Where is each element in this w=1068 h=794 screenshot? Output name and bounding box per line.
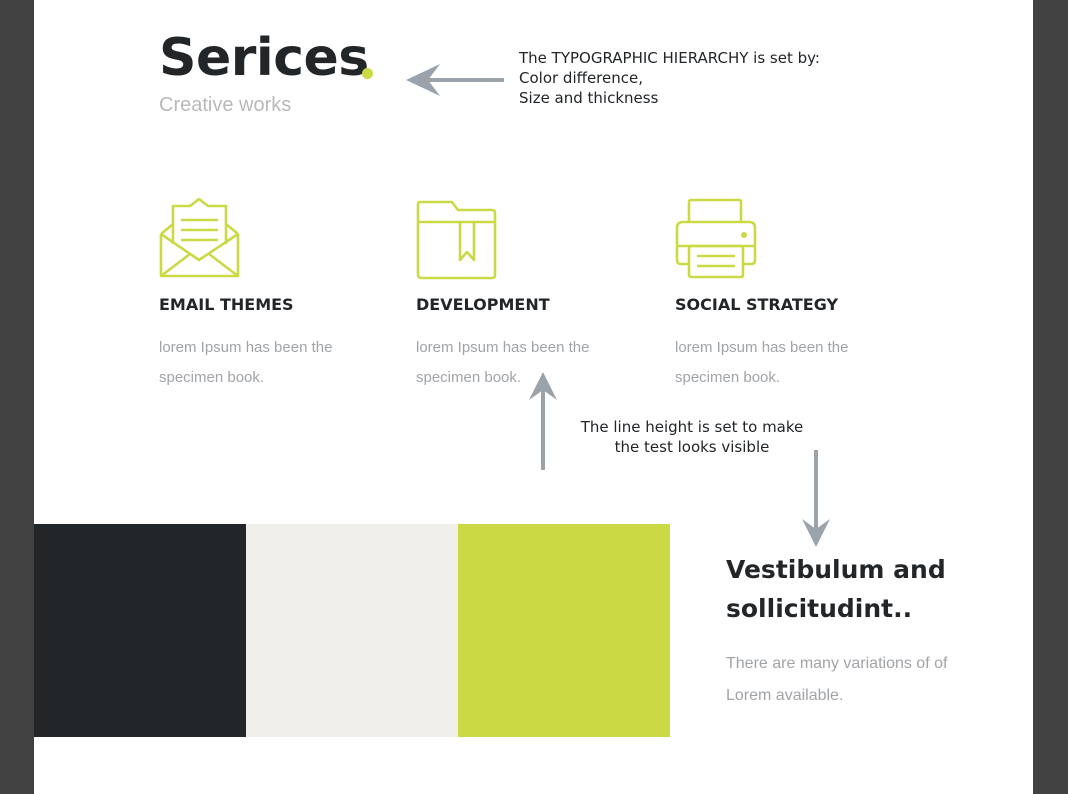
service-title: EMAIL THEMES [159, 295, 294, 314]
folder-icon [416, 200, 497, 280]
description-line: lorem Ipsum has been the [416, 339, 590, 356]
service-card: DEVELOPMENT lorem Ipsum has been the spe… [416, 198, 646, 386]
annotation-line: The TYPOGRAPHIC HIERARCHY is set by: [519, 49, 820, 67]
service-title: DEVELOPMENT [416, 295, 550, 314]
description-line: specimen book. [159, 369, 265, 386]
heading-line: sollicitudint.. [726, 594, 913, 623]
service-description: lorem Ipsum has been the specimen book. [675, 333, 875, 393]
accent-dot [362, 68, 373, 79]
line-height-annotation: The line height is set to make the test … [554, 417, 830, 457]
service-title: SOCIAL STRATEGY [675, 295, 839, 314]
text-line: Lorem available. [726, 687, 844, 704]
heading-line: Vestibulum and [726, 555, 946, 584]
promo-heading: Vestibulum and sollicitudint.. [726, 550, 1006, 628]
page-title: Serices [159, 28, 369, 88]
left-arrow-icon [406, 64, 504, 96]
annotation-line: the test looks visible [614, 438, 770, 456]
description-line: specimen book. [675, 369, 781, 386]
promo-text: There are many variations of of Lorem av… [726, 648, 986, 712]
description-line: specimen book. [416, 369, 522, 386]
description-line: lorem Ipsum has been the [675, 339, 849, 356]
service-card: SOCIAL STRATEGY lorem Ipsum has been the… [675, 198, 905, 386]
color-swatch-accent [458, 524, 670, 737]
page-subtitle: Creative works [159, 94, 292, 116]
hierarchy-annotation: The TYPOGRAPHIC HIERARCHY is set by: Col… [519, 48, 919, 108]
printer-icon [675, 198, 757, 279]
service-description: lorem Ipsum has been the specimen book. [159, 333, 359, 393]
color-swatch-light [246, 524, 458, 737]
annotation-line: The line height is set to make [580, 418, 804, 436]
service-description: lorem Ipsum has been the specimen book. [416, 333, 616, 393]
color-swatch-dark [34, 524, 246, 737]
artboard: Serices Creative works The TYPOGRAPHIC H… [34, 0, 1033, 794]
down-arrow-icon [802, 450, 830, 547]
text-line: There are many variations of of [726, 655, 948, 672]
annotation-line: Color difference, [519, 69, 643, 87]
up-arrow-icon [529, 372, 557, 470]
service-card: EMAIL THEMES lorem Ipsum has been the sp… [159, 198, 389, 386]
description-line: lorem Ipsum has been the [159, 339, 333, 356]
annotation-line: Size and thickness [519, 89, 659, 107]
envelope-icon [159, 198, 240, 278]
